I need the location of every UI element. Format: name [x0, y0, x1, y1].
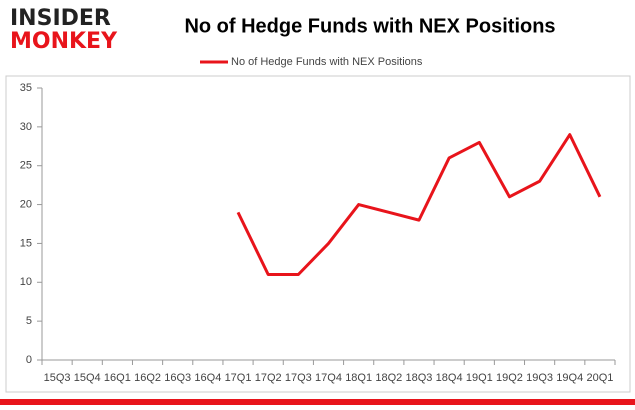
x-tick-label: 17Q1 — [225, 372, 252, 384]
x-tick-label: 20Q1 — [586, 372, 613, 384]
x-tick-label: 16Q3 — [164, 372, 191, 384]
x-tick-label: 19Q3 — [526, 372, 553, 384]
bottom-bar — [0, 399, 635, 405]
x-tick-label: 17Q3 — [285, 372, 312, 384]
x-tick-label: 15Q4 — [74, 372, 101, 384]
logo-line1: INSIDER — [10, 6, 111, 31]
y-tick-label: 35 — [20, 82, 32, 94]
y-tick-label: 20 — [20, 198, 32, 210]
line-series — [236, 133, 602, 277]
y-tick-label: 10 — [20, 276, 32, 288]
y-tick-label: 15 — [20, 237, 32, 249]
x-tick-label: 17Q4 — [315, 372, 342, 384]
chart-title: No of Hedge Funds with NEX Positions — [184, 15, 555, 37]
logo-line2: MONKEY — [10, 29, 118, 54]
x-tick-label: 18Q3 — [406, 372, 433, 384]
plot-frame — [5, 75, 631, 393]
x-tick-label: 16Q4 — [194, 372, 221, 384]
y-tick-label: 0 — [26, 354, 32, 366]
x-tick-label: 16Q2 — [134, 372, 161, 384]
legend-label: No of Hedge Funds with NEX Positions — [231, 56, 423, 68]
x-tick-label: 15Q3 — [44, 372, 71, 384]
x-tick-label: 17Q2 — [255, 372, 282, 384]
x-tick-label: 19Q4 — [556, 372, 583, 384]
x-tick-label: 18Q1 — [345, 372, 372, 384]
y-tick-label: 5 — [26, 315, 32, 327]
x-tick-label: 18Q2 — [375, 372, 402, 384]
x-tick-label: 18Q4 — [436, 372, 463, 384]
x-tick-label: 19Q2 — [496, 372, 523, 384]
x-tick-label: 19Q1 — [466, 372, 493, 384]
y-tick-label: 30 — [20, 121, 32, 133]
x-tick-label: 16Q1 — [104, 372, 131, 384]
y-tick-label: 25 — [20, 160, 32, 172]
